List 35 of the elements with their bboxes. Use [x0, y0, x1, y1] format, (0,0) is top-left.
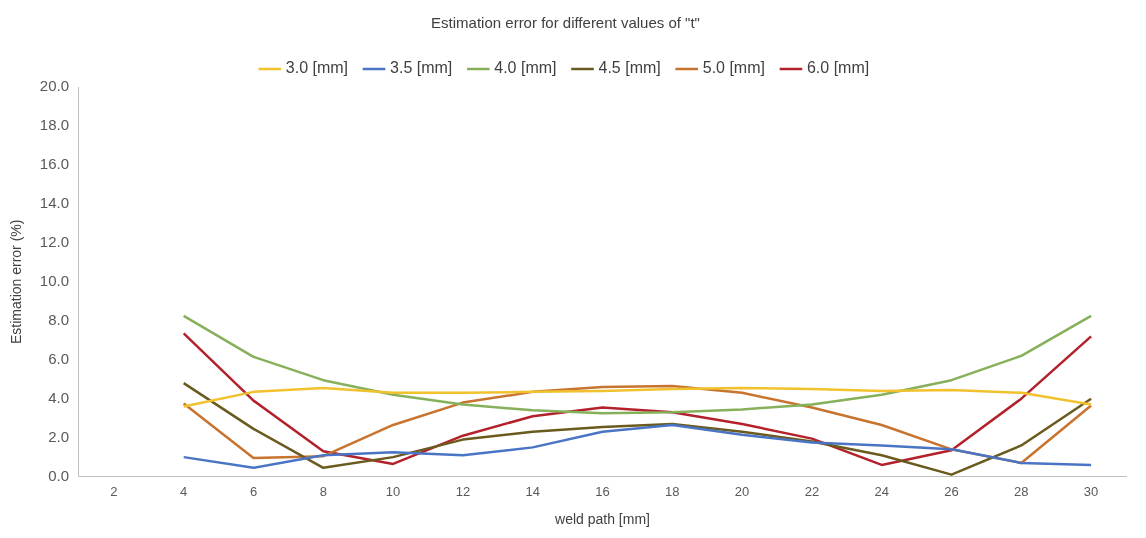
- x-tick-label: 8: [319, 483, 327, 499]
- x-tick-label: 2: [110, 483, 118, 499]
- y-tick-label: 12.0: [39, 232, 69, 250]
- y-tick-label: 10.0: [39, 271, 69, 289]
- y-tick-label: 14.0: [39, 194, 69, 212]
- y-tick-label: 18.0: [39, 116, 69, 134]
- chart-title: Estimation error for different values of "t": [431, 14, 700, 32]
- x-tick-label: 24: [874, 483, 889, 499]
- y-tick-label: 16.0: [39, 155, 69, 173]
- x-tick-label: 10: [385, 483, 401, 499]
- x-tick-label: 30: [1083, 483, 1099, 499]
- x-tick-label: 16: [595, 483, 610, 499]
- y-tick-label: 0.0: [48, 466, 69, 484]
- y-tick-label: 2.0: [48, 427, 69, 445]
- x-tick-label: 28: [1014, 483, 1029, 499]
- legend-label: 4.0 [mm]: [494, 59, 557, 77]
- y-tick-label: 8.0: [48, 310, 69, 328]
- legend-label: 3.5 [mm]: [390, 59, 453, 77]
- legend-label: 6.0 [mm]: [806, 59, 870, 77]
- x-tick-label: 26: [944, 483, 959, 499]
- x-tick-label: 20: [734, 483, 750, 499]
- x-tick-label: 4: [180, 483, 188, 499]
- x-tick-label: 6: [249, 483, 258, 499]
- y-tick-label: 20.0: [39, 77, 69, 95]
- legend-label: 5.0 [mm]: [702, 59, 765, 77]
- legend-label: 4.5 [mm]: [598, 59, 661, 77]
- x-tick-label: 12: [455, 483, 471, 499]
- x-tick-label: 14: [525, 483, 540, 499]
- x-tick-label: 18: [665, 483, 680, 499]
- y-tick-label: 6.0: [48, 349, 69, 367]
- legend-label: 3.0 [mm]: [285, 59, 349, 77]
- x-axis-title: weld path [mm]: [554, 511, 650, 528]
- x-tick-label: 22: [804, 483, 820, 499]
- y-tick-label: 4.0: [48, 388, 69, 406]
- y-axis-title: Estimation error (%): [8, 219, 25, 345]
